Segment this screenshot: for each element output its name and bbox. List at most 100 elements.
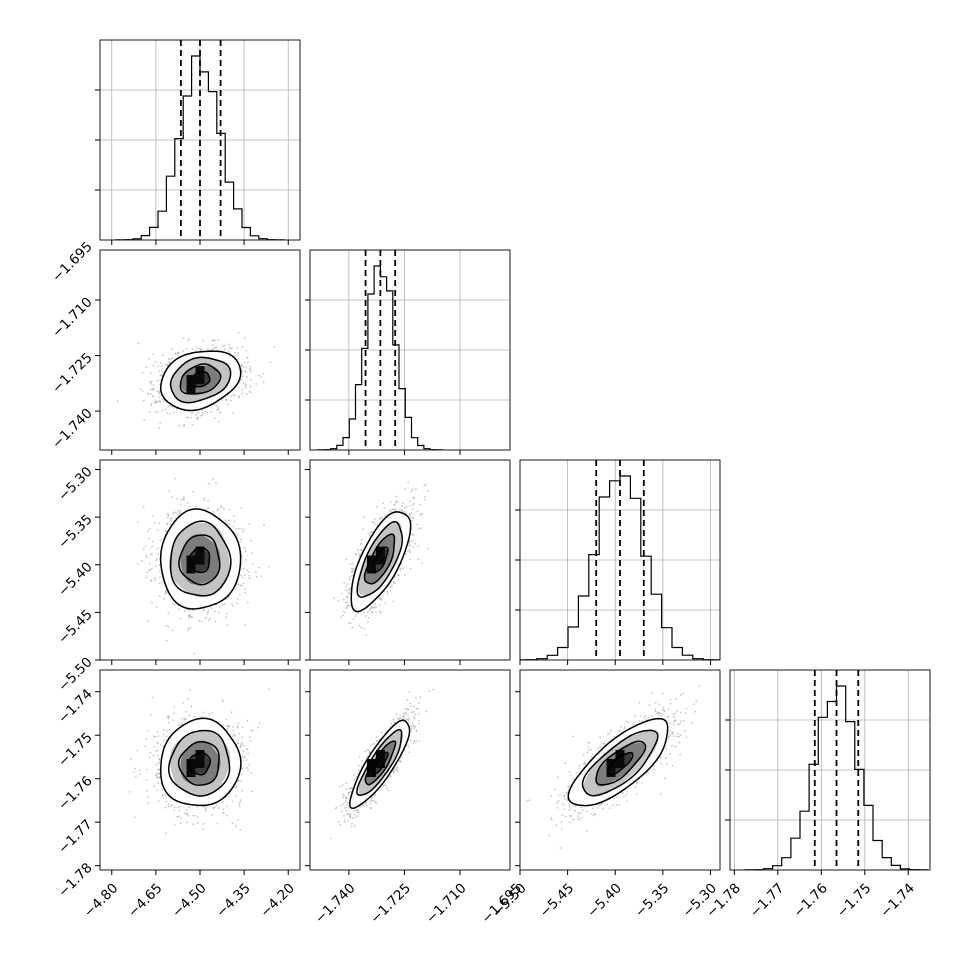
sample-point [206,612,209,615]
sample-point [392,600,394,603]
sample-point [149,570,151,572]
sample-point [345,607,348,610]
sample-point [155,764,158,767]
sample-point [358,552,361,555]
sample-point [363,516,366,518]
sample-point [165,530,168,532]
sample-point [239,799,242,801]
sample-point [169,413,171,415]
sample-point [158,595,161,597]
sample-point [219,411,222,414]
sample-point [381,594,384,597]
sample-point [382,502,385,505]
sample-point [246,767,249,769]
sample-point [161,365,163,368]
sample-point [228,523,231,525]
sample-point [177,608,180,611]
sample-point [186,697,189,700]
sample-point [229,347,231,350]
sample-point [161,581,164,584]
sample-point [225,399,228,401]
sample-point [116,400,119,402]
sample-point [155,557,158,560]
sample-point [147,796,150,798]
density-peak [375,555,385,565]
sample-point [202,608,205,611]
sample-point [145,779,148,781]
sample-point [374,603,377,605]
sample-point [179,503,182,506]
sample-point [364,615,367,617]
sample-point [221,399,224,402]
sample-point [340,616,342,619]
sample-point [230,399,233,402]
sample-point [211,339,214,342]
sample-point [349,587,352,590]
sample-point [210,410,212,413]
sample-point [353,567,356,570]
sample-point [399,567,402,570]
sample-point [239,593,241,596]
sample-point [214,417,216,419]
sample-point [412,504,414,506]
sample-point [397,579,400,582]
sample-point [342,598,345,601]
sample-point [245,366,248,369]
sample-point [159,379,162,382]
sample-point [394,500,397,503]
panel-2-0 [136,477,270,655]
sample-point [149,553,152,556]
sample-point [412,533,415,536]
sample-point [375,611,377,614]
sample-point [345,589,348,591]
sample-point [371,605,373,608]
sample-point [217,420,220,423]
density-peak [195,375,205,385]
contour-line [188,546,211,574]
sample-point [190,616,193,619]
sample-point [341,592,343,595]
sample-point [395,501,398,504]
sample-point [342,614,344,617]
sample-point [190,412,193,414]
sample-point [141,390,144,392]
sample-point [216,408,219,411]
sample-point [182,350,185,353]
sample-point [151,545,153,548]
sample-point [152,384,155,386]
sample-point [218,606,221,609]
sample-point [212,478,215,481]
sample-point [262,381,265,384]
sample-point [152,353,155,355]
sample-point [147,357,150,360]
sample-point [234,794,237,797]
sample-point [236,354,239,356]
sample-point [351,626,354,629]
sample-point [240,507,243,510]
sample-point [242,382,245,385]
sample-point [230,395,233,397]
sample-point [409,544,412,546]
sample-point [408,549,411,551]
sample-point [183,610,186,613]
sample-point [405,512,407,514]
sample-point [240,538,243,541]
sample-point [173,604,176,606]
sample-point [215,347,217,349]
sample-point [419,527,422,529]
panel-3-0 [128,688,270,835]
sample-point [168,490,170,493]
sample-point [217,408,220,411]
sample-point [246,601,249,604]
sample-point [156,390,159,393]
sample-point [243,547,246,550]
contour-line [169,520,232,597]
sample-point [179,822,182,825]
sample-point [374,523,377,526]
sample-point [248,523,251,526]
sample-point [379,517,382,520]
sample-point [145,738,148,741]
sample-point [173,712,176,714]
sample-point [351,574,353,577]
sample-point [352,617,355,620]
